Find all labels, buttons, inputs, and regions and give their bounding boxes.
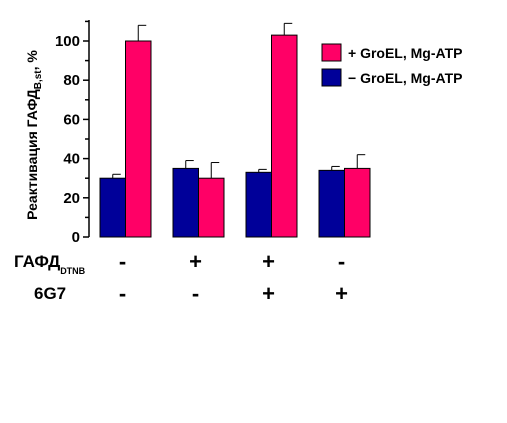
y-axis-label-main: Реактивация ГАФД — [24, 89, 40, 220]
y-axis-label-suffix: , % — [24, 50, 40, 71]
legend: + GroEL, Mg-ATP − GroEL, Mg-ATP — [321, 43, 462, 87]
y-axis-label-sub: B,st — [33, 70, 44, 90]
condition-sign-2-3: + — [262, 281, 275, 306]
condition-label-2: 6G7 — [34, 284, 66, 303]
y-tick-label: 20 — [63, 190, 80, 207]
legend-swatch-plus — [321, 43, 342, 62]
condition-label-main: 6G7 — [34, 284, 66, 303]
y-tick-label: 80 — [63, 72, 80, 89]
y-tick-label: 0 — [72, 229, 80, 246]
bar-plus-2 — [198, 177, 225, 238]
legend-swatch-minus — [321, 68, 342, 87]
bar-plus-3 — [271, 34, 298, 238]
condition-sign-1-3: + — [262, 249, 275, 274]
y-tick-label: 40 — [63, 151, 80, 168]
condition-label-main: ГАФД — [14, 252, 60, 271]
condition-sign-2-2: - — [192, 281, 199, 306]
y-axis: 0 20 40 60 80 100 — [55, 20, 90, 246]
condition-sign-1-4: - — [338, 249, 345, 274]
bars-layer — [99, 34, 371, 238]
y-tick-label: 100 — [55, 33, 80, 50]
condition-label-1: ГАФДDTNB — [14, 252, 86, 276]
condition-sign-1-2: + — [189, 249, 202, 274]
y-tick-label: 60 — [63, 111, 80, 128]
bar-minus-4 — [318, 169, 345, 238]
bar-minus-1 — [99, 177, 126, 238]
legend-label-minus: − GroEL, Mg-ATP — [348, 70, 462, 86]
condition-sign-1-1: - — [119, 249, 126, 274]
bar-minus-2 — [172, 167, 199, 238]
condition-sign-2-1: - — [119, 281, 126, 306]
bar-plus-4 — [344, 167, 371, 238]
condition-sign-2-4: + — [335, 281, 348, 306]
error-bars-layer — [112, 22, 366, 179]
legend-label-plus: + GroEL, Mg-ATP — [348, 45, 462, 61]
y-axis-label: Реактивация ГАФДB,st, % — [24, 50, 44, 220]
bar-plus-1 — [125, 40, 152, 238]
bar-minus-3 — [245, 171, 272, 238]
condition-table: ГАФДDTNB - + + - 6G7 - - + + — [14, 249, 348, 306]
condition-label-sub: DTNB — [60, 266, 85, 276]
